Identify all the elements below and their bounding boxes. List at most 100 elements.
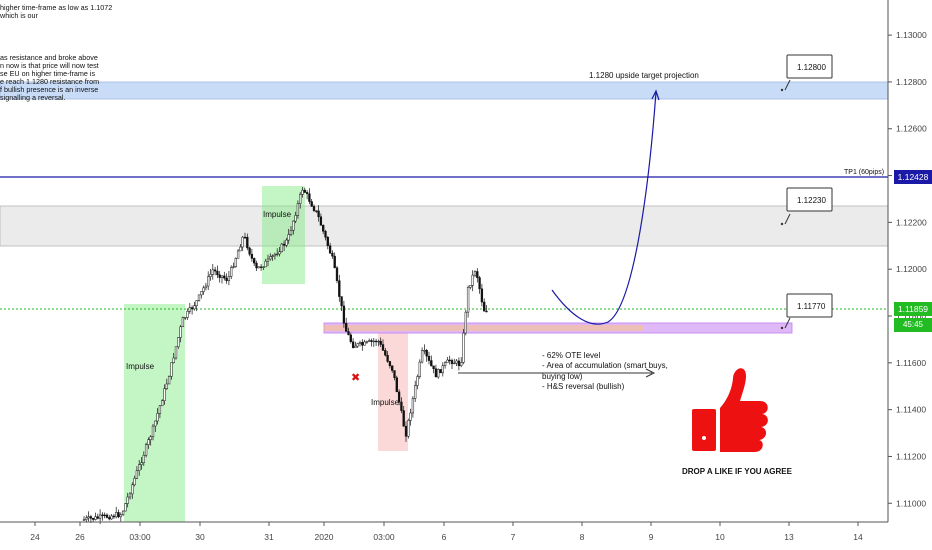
- candle-body: [446, 359, 449, 363]
- candle-body: [161, 400, 164, 407]
- candle-body: [303, 189, 306, 193]
- candle-body: [294, 215, 297, 222]
- candle-body: [216, 270, 219, 276]
- projection-curve: [551, 91, 657, 325]
- thumbs-up-icon: [692, 368, 768, 452]
- candle-body: [443, 362, 447, 367]
- callout-2: 1.12230: [780, 187, 833, 226]
- candle-body: [441, 365, 444, 374]
- candle-body: [384, 350, 387, 356]
- candle-body: [386, 354, 389, 362]
- candle-body: [322, 225, 325, 232]
- candle-body: [213, 269, 217, 272]
- candle-body: [296, 203, 300, 216]
- candle-body: [483, 301, 486, 312]
- x-tick-label: 26: [75, 532, 85, 542]
- candles: [82, 186, 488, 525]
- candle-body: [464, 311, 467, 334]
- candle-body: [285, 239, 288, 246]
- x-tick-label: 03:00: [129, 532, 151, 542]
- candle-body: [266, 258, 270, 262]
- candle-body: [239, 246, 242, 252]
- candle-body: [115, 512, 118, 518]
- candle-body: [434, 368, 438, 378]
- candle-body: [354, 345, 357, 348]
- candle-body: [437, 369, 440, 378]
- candle-body: [310, 201, 313, 207]
- candle-body: [128, 493, 132, 498]
- callout-1: 1.12800: [780, 54, 833, 92]
- countdown-tag: 45:45: [894, 318, 932, 332]
- candle-body: [248, 247, 251, 255]
- candle-body: [469, 285, 472, 288]
- candle-body: [427, 355, 431, 361]
- candle-body: [345, 323, 348, 332]
- candle-body: [98, 514, 102, 519]
- candle-body: [177, 337, 180, 348]
- candle-body: [89, 516, 93, 519]
- candle-body: [393, 370, 396, 378]
- candle-body: [416, 376, 419, 386]
- candle-body: [96, 516, 99, 519]
- candle-body: [453, 362, 456, 365]
- candle-body: [466, 287, 470, 313]
- candle-body: [236, 250, 240, 259]
- current-price-tag: 1.11859: [894, 302, 932, 316]
- y-tick-label: 1.11400: [896, 405, 926, 415]
- candle-body: [340, 296, 343, 307]
- y-tick-label: 1.11600: [896, 358, 926, 368]
- candle-body: [223, 275, 226, 279]
- impulse-zone-1: [124, 304, 185, 522]
- candle-body: [184, 317, 187, 319]
- candle-body: [374, 340, 378, 343]
- candle-body: [119, 514, 122, 518]
- candle-body: [312, 206, 316, 211]
- candle-body: [211, 269, 214, 275]
- candle-body: [333, 255, 336, 269]
- candle-body: [165, 383, 168, 389]
- candle-body: [172, 357, 175, 363]
- candle-body: [414, 385, 417, 399]
- candle-body: [241, 236, 244, 248]
- candle-body: [200, 291, 203, 296]
- candle-body: [186, 311, 189, 318]
- candle-body: [167, 376, 171, 385]
- candle-body: [370, 340, 373, 342]
- candle-body: [82, 519, 86, 521]
- y-tick-label: 1.11000: [896, 498, 926, 508]
- candle-body: [243, 236, 247, 239]
- candle-body: [124, 503, 127, 512]
- candle-body: [246, 236, 249, 249]
- candle-body: [328, 245, 332, 254]
- candle-body: [149, 436, 152, 441]
- candle-body: [257, 266, 260, 269]
- candle-body: [131, 484, 134, 495]
- candle-body: [94, 516, 97, 520]
- x-tick-label: 03:00: [373, 532, 395, 542]
- candle-body: [388, 361, 392, 367]
- candle-body: [418, 361, 421, 377]
- y-tick-label: 1.12200: [896, 217, 927, 227]
- candle-body: [273, 253, 277, 257]
- x-marker-icon: ✖: [351, 371, 360, 384]
- candle-body: [92, 518, 95, 520]
- candle-body: [439, 369, 442, 374]
- candle-body: [138, 464, 141, 471]
- candle-body: [448, 359, 451, 362]
- candle-body: [363, 341, 366, 346]
- candle-body: [204, 285, 208, 289]
- candle-body: [140, 462, 143, 465]
- candle-body: [158, 405, 162, 414]
- candle-body: [264, 260, 267, 268]
- x-tick-label: 7: [511, 532, 516, 542]
- candle-body: [163, 388, 166, 401]
- candle-body: [156, 413, 159, 422]
- candle-body: [317, 210, 320, 218]
- candle-body: [105, 514, 109, 518]
- analysis-note-1: higher time-frame as low as 1.1072 which…: [0, 3, 113, 20]
- candle-body: [269, 256, 272, 260]
- candle-body: [432, 365, 435, 370]
- candle-body: [253, 258, 256, 264]
- candle-body: [230, 267, 233, 277]
